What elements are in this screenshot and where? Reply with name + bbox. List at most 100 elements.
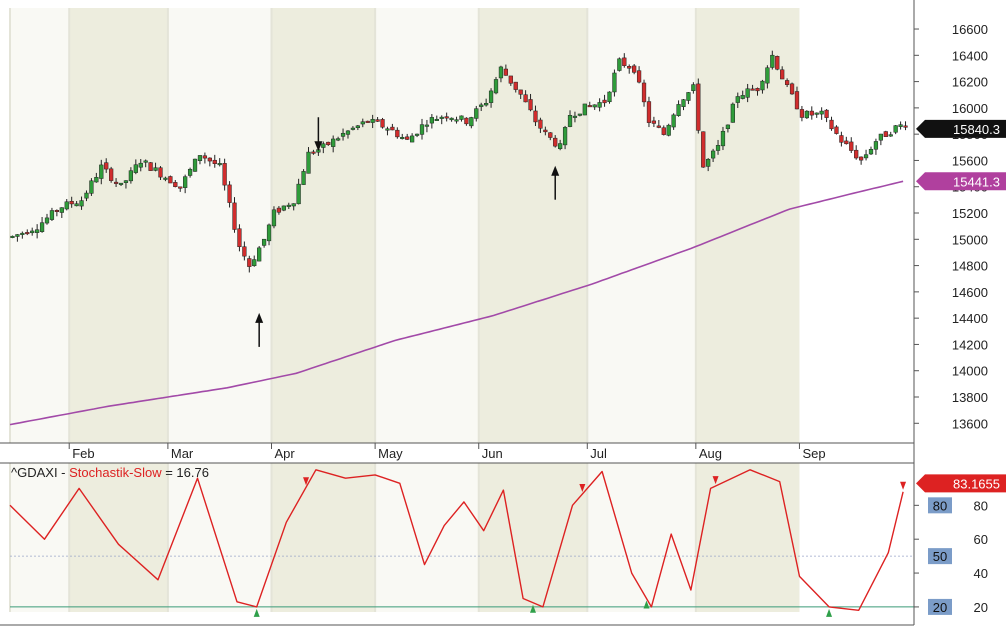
month-divider <box>586 463 589 612</box>
candle <box>395 129 400 138</box>
candle <box>99 164 104 179</box>
ma-value-badge <box>916 172 1006 191</box>
candle <box>760 80 765 91</box>
candle <box>335 138 341 141</box>
candle <box>587 105 592 108</box>
x-tick-label: Jun <box>482 446 503 461</box>
candle <box>168 176 173 184</box>
candle <box>592 104 597 108</box>
candle <box>153 167 158 171</box>
candle <box>39 222 45 232</box>
month-band <box>695 463 800 612</box>
candle <box>410 135 415 143</box>
candle <box>123 180 129 183</box>
axis-labels: Feb Mar Apr May Jun Jul Aug Sep 13600 13800 14000 1… <box>68 22 1006 615</box>
candle <box>69 200 74 205</box>
stochastic-markers <box>253 476 907 617</box>
candle <box>745 88 750 98</box>
candle <box>691 84 696 91</box>
candle <box>661 127 666 135</box>
candle <box>720 130 726 147</box>
candle <box>696 83 701 131</box>
y-tick-label: 13800 <box>952 390 988 405</box>
sell-marker <box>579 484 586 493</box>
candle <box>10 235 15 238</box>
month-band <box>271 8 376 443</box>
stoch-value-badge <box>916 474 1006 493</box>
x-tick-label: Feb <box>72 446 94 461</box>
x-tick-label: Apr <box>275 446 296 461</box>
month-divider <box>270 463 273 612</box>
candle <box>331 138 336 147</box>
stoch-y-tick-label: 80 <box>974 498 988 513</box>
candle <box>84 192 89 199</box>
month-divider <box>586 8 589 443</box>
candle <box>390 126 395 131</box>
candle <box>311 151 316 154</box>
candle <box>888 134 893 137</box>
candle <box>405 136 410 140</box>
buy-marker <box>643 600 650 609</box>
candle <box>444 116 449 119</box>
month-band <box>375 8 479 443</box>
y-tick-label: 15000 <box>952 232 988 247</box>
month-band <box>69 463 168 612</box>
candle <box>266 224 272 242</box>
candle <box>646 101 652 123</box>
candle <box>681 99 686 107</box>
candle <box>424 124 430 127</box>
candle <box>479 104 484 107</box>
candlesticks <box>10 50 908 273</box>
candle <box>844 140 849 145</box>
candle <box>686 92 691 101</box>
y-tick-label: 15600 <box>952 153 988 168</box>
candle <box>641 82 647 103</box>
candle <box>612 72 617 93</box>
candle <box>163 177 168 180</box>
candle <box>158 167 163 178</box>
indicator-title: ^GDAXI - Stochastik-Slow = 16.76 <box>11 465 209 480</box>
candle <box>854 149 859 159</box>
candle <box>375 119 380 122</box>
candle <box>794 91 800 110</box>
candle <box>271 209 277 227</box>
candle <box>35 229 40 233</box>
candle <box>809 110 814 116</box>
sell-marker <box>303 477 310 486</box>
candle <box>104 162 109 170</box>
candle <box>54 210 59 213</box>
month-band <box>478 8 588 443</box>
chart-arrows <box>255 117 560 347</box>
buy-marker <box>826 608 833 617</box>
candle <box>217 163 222 166</box>
candle <box>706 158 711 167</box>
candle <box>636 70 642 83</box>
gridlines <box>10 555 914 608</box>
candle <box>863 154 869 159</box>
candle <box>30 230 35 234</box>
candle <box>414 133 420 136</box>
candle <box>607 91 612 103</box>
candle <box>148 162 153 171</box>
y-tick-label: 16600 <box>952 22 988 37</box>
candle <box>770 54 775 68</box>
y-tick-label: 13600 <box>952 416 988 431</box>
candle <box>49 210 55 220</box>
month-band <box>10 8 70 443</box>
candle <box>518 89 523 95</box>
candle <box>577 113 583 116</box>
candle <box>824 109 829 118</box>
candle <box>469 117 474 127</box>
axes <box>0 0 915 626</box>
candle <box>138 162 143 168</box>
candle <box>306 151 311 174</box>
candle <box>400 137 405 140</box>
candle <box>849 141 854 151</box>
candle <box>59 207 64 213</box>
stoch-y-tick-label: 40 <box>974 566 988 581</box>
candle <box>261 238 267 246</box>
month-band <box>478 463 588 612</box>
candle <box>365 120 370 123</box>
candle <box>474 108 479 119</box>
